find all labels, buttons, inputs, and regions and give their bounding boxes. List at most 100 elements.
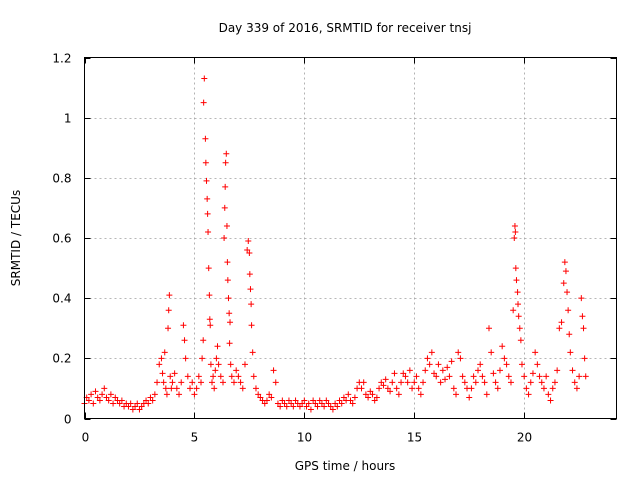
axis-ticks — [84, 57, 617, 420]
data-point — [116, 400, 123, 407]
data-point — [215, 361, 222, 368]
y-axis-label: SRMTID / TECUs — [9, 190, 23, 286]
data-point — [560, 280, 567, 287]
data-point — [312, 400, 319, 407]
data-point — [226, 340, 233, 347]
data-point — [206, 292, 213, 299]
data-point — [226, 310, 233, 317]
data-point — [437, 379, 444, 386]
data-point — [237, 379, 244, 386]
data-point — [198, 379, 205, 386]
data-point — [457, 355, 464, 362]
data-point — [118, 397, 125, 404]
data-point — [400, 370, 407, 377]
data-point — [369, 391, 376, 398]
data-point — [207, 361, 214, 368]
y-tick-label: 1.2 — [52, 52, 71, 66]
data-point — [171, 370, 178, 377]
data-point — [332, 400, 339, 407]
data-point — [201, 75, 208, 82]
data-point — [193, 385, 200, 392]
x-tick-labels: 0 5 10 15 20 — [82, 431, 532, 445]
data-point — [406, 367, 413, 374]
data-point — [184, 373, 191, 380]
data-point — [166, 292, 173, 299]
data-point — [398, 379, 405, 386]
data-point — [340, 394, 347, 401]
data-point — [543, 373, 550, 380]
data-point — [239, 385, 246, 392]
data-point — [532, 349, 539, 356]
data-point — [387, 388, 394, 395]
data-point — [176, 391, 183, 398]
data-point — [205, 265, 212, 272]
data-point — [165, 325, 172, 332]
data-point — [288, 400, 295, 407]
data-point — [261, 400, 268, 407]
data-point — [349, 400, 356, 407]
data-point — [490, 370, 497, 377]
data-point — [321, 403, 328, 410]
data-point — [230, 379, 237, 386]
data-point — [327, 403, 334, 410]
data-point — [554, 367, 561, 374]
data-point — [521, 373, 528, 380]
data-point — [162, 385, 169, 392]
y-tick-labels: 0 0.2 0.4 0.6 0.8 1 1.2 — [52, 52, 71, 427]
data-point — [538, 379, 545, 386]
data-point — [204, 210, 211, 217]
data-point — [391, 370, 398, 377]
data-point — [138, 403, 145, 410]
data-point — [205, 228, 212, 235]
data-point — [513, 277, 520, 284]
data-point — [158, 355, 165, 362]
data-point — [409, 385, 416, 392]
data-point — [195, 373, 202, 380]
data-point — [558, 319, 565, 326]
data-point — [420, 379, 427, 386]
data-point — [511, 235, 518, 241]
data-point — [453, 391, 460, 398]
data-point — [503, 361, 510, 368]
data-point — [499, 343, 506, 350]
data-point — [233, 367, 240, 374]
data-point — [250, 373, 257, 380]
data-point — [246, 250, 253, 257]
data-point — [274, 400, 281, 407]
data-point — [573, 385, 580, 392]
data-point — [191, 391, 198, 398]
data-point — [338, 400, 345, 407]
data-point — [277, 403, 284, 410]
data-point — [159, 370, 166, 377]
data-points — [81, 75, 589, 413]
data-point — [362, 391, 369, 398]
data-point — [227, 319, 234, 326]
data-point — [127, 400, 134, 407]
y-tick-label: 0.2 — [52, 352, 71, 366]
data-point — [200, 337, 207, 344]
data-point — [345, 391, 352, 398]
data-point — [207, 322, 214, 329]
data-point — [517, 337, 524, 344]
data-point — [518, 361, 525, 368]
data-point — [450, 385, 457, 392]
data-point — [360, 379, 367, 386]
data-point — [402, 373, 409, 380]
data-point — [112, 394, 119, 401]
data-point — [246, 271, 253, 278]
data-point — [173, 385, 180, 392]
data-point — [160, 379, 167, 386]
data-point — [512, 265, 519, 272]
data-point — [551, 379, 558, 386]
data-point — [222, 159, 229, 166]
data-point — [479, 373, 486, 380]
data-point — [472, 379, 479, 386]
data-point — [257, 394, 264, 401]
data-point — [439, 367, 446, 374]
data-point — [296, 403, 303, 410]
data-point — [147, 394, 154, 401]
data-point — [561, 259, 568, 266]
data-point — [523, 385, 530, 392]
data-point — [154, 379, 161, 386]
